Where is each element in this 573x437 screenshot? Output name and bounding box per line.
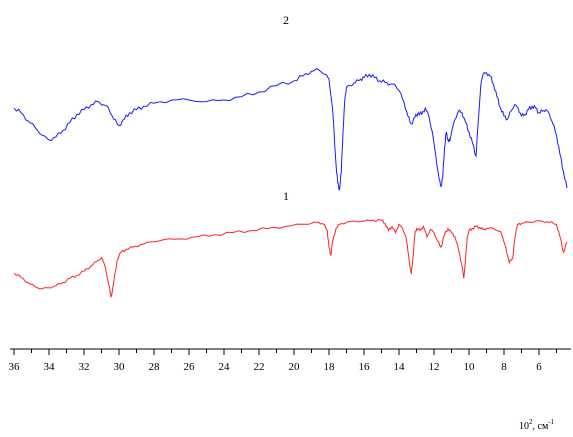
x-tick-label: 28 bbox=[149, 361, 161, 373]
x-tick-label: 34 bbox=[44, 361, 56, 373]
x-tick-label: 18 bbox=[324, 361, 336, 373]
x-tick-label: 10 bbox=[464, 361, 476, 373]
series-2-label: 2 bbox=[283, 13, 289, 27]
series-1-line bbox=[13, 218, 568, 298]
x-tick-label: 6 bbox=[536, 361, 542, 373]
series-2-line bbox=[13, 68, 568, 191]
x-tick-label: 12 bbox=[429, 361, 440, 373]
spectrum-curves bbox=[13, 68, 568, 298]
x-tick-label: 36 bbox=[9, 361, 21, 373]
x-axis: 36 34 32 30 28 26 24 22 20 18 16 14 12 10 8 6 bbox=[9, 348, 571, 373]
x-tick-label: 32 bbox=[79, 361, 90, 373]
x-tick-label: 22 bbox=[254, 361, 265, 373]
x-tick-label: 14 bbox=[394, 361, 406, 373]
series-1-label: 1 bbox=[283, 189, 289, 203]
x-tick-label: 20 bbox=[289, 361, 301, 373]
curve-labels: 21 bbox=[283, 13, 289, 203]
x-tick-label: 30 bbox=[114, 361, 126, 373]
x-tick-label: 24 bbox=[219, 361, 231, 373]
x-tick-label: 26 bbox=[184, 361, 196, 373]
x-tick-label: 16 bbox=[359, 361, 371, 373]
x-axis-ticks: 36 34 32 30 28 26 24 22 20 18 16 14 12 10 8 6 bbox=[9, 349, 557, 373]
x-tick-label: 8 bbox=[501, 361, 507, 373]
x-axis-unit-label: 102, см-1 bbox=[519, 418, 555, 432]
